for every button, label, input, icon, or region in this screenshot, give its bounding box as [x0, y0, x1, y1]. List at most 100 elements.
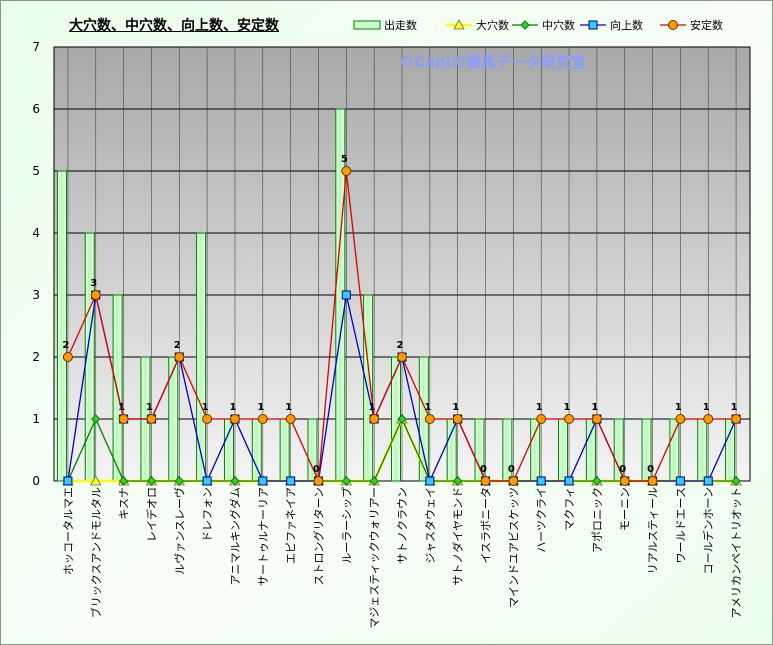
point-diamond	[174, 476, 184, 486]
bar-starts	[279, 418, 290, 482]
point-square	[536, 476, 546, 486]
x-tick-label: アメリカンペイトリオット	[730, 487, 743, 618]
point-diamond	[91, 414, 101, 424]
bar-starts	[251, 418, 262, 482]
x-tick-label: アニマルキングダム	[228, 487, 242, 585]
legend-swatch	[580, 20, 606, 30]
legend-item: 向上数	[579, 15, 643, 35]
y-tick-label: 0	[32, 474, 40, 488]
y-tick-label: 6	[32, 102, 40, 116]
data-label: 2	[62, 340, 69, 351]
data-label: 1	[591, 402, 598, 413]
y-tick-label: 5	[32, 164, 40, 178]
data-label: 1	[118, 402, 125, 413]
point-square	[341, 290, 351, 300]
x-tick-label: マクフィ	[563, 487, 576, 531]
legend-marker	[453, 19, 465, 30]
x-tick-label: ブリックスアンドモルタル	[89, 487, 103, 618]
bar-starts	[558, 418, 569, 482]
point-diamond	[452, 476, 463, 486]
point-diamond	[118, 476, 129, 486]
data-label: 1	[731, 402, 738, 413]
bar-starts	[168, 356, 179, 482]
point-diamond	[592, 476, 602, 486]
legend-item: 中穴数	[511, 15, 575, 35]
legend-marker	[520, 20, 530, 30]
x-tick-label: サートゥルナーリア	[257, 487, 270, 586]
legend-marker	[668, 20, 678, 30]
x-tick-label: キスナ	[118, 487, 131, 520]
point-circle	[424, 414, 435, 424]
x-tick-label: ルーラーシップ	[340, 487, 353, 564]
y-tick-label: 2	[32, 350, 40, 364]
x-tick-label: ドレフォン	[201, 487, 214, 542]
point-circle	[202, 414, 213, 424]
data-label: 1	[369, 402, 376, 413]
data-label: 2	[397, 340, 404, 351]
bar-starts	[725, 418, 736, 482]
point-square	[564, 476, 574, 486]
data-label: 1	[424, 402, 431, 413]
x-tick-label: コールデンホーン	[701, 487, 715, 574]
point-circle	[536, 414, 547, 424]
bar-starts	[669, 418, 680, 482]
data-label: 1	[564, 402, 571, 413]
x-tick-label: リアルスティール	[647, 487, 660, 574]
point-circle	[480, 476, 491, 486]
point-circle	[90, 290, 101, 300]
data-label: 0	[313, 464, 320, 475]
x-tick-label: アポロニック	[591, 487, 604, 553]
legend-swatch	[353, 20, 381, 30]
point-diamond	[230, 476, 240, 486]
x-tick-label: ワールドエース	[674, 487, 687, 563]
data-label: 0	[647, 464, 654, 475]
data-label: 1	[285, 402, 292, 413]
bar-starts	[585, 418, 596, 482]
point-circle	[229, 414, 240, 424]
data-label: 0	[508, 464, 515, 475]
data-label: 1	[202, 402, 209, 413]
point-circle	[174, 352, 185, 362]
y-tick-label: 7	[32, 40, 40, 54]
point-diamond	[731, 476, 741, 486]
bar-starts	[223, 418, 234, 482]
point-circle	[703, 414, 714, 424]
bar-starts	[530, 418, 541, 482]
point-square	[286, 476, 296, 486]
point-square	[202, 476, 212, 486]
legend-swatch	[660, 20, 686, 30]
point-circle	[146, 414, 157, 424]
point-circle	[731, 414, 742, 424]
point-triangle	[90, 475, 102, 486]
y-tick-label: 1	[32, 412, 40, 426]
point-circle	[313, 476, 324, 486]
data-label: 1	[146, 402, 153, 413]
point-diamond	[146, 476, 157, 486]
point-square	[258, 476, 268, 486]
data-label: 2	[174, 340, 181, 351]
data-label: 0	[619, 464, 626, 475]
x-tick-label: ジャスタウェイ	[424, 487, 437, 563]
point-diamond	[369, 476, 379, 486]
point-circle	[564, 414, 575, 424]
bar-starts	[56, 170, 67, 482]
point-diamond	[341, 476, 352, 486]
x-tick-label: サトノクラウン	[396, 487, 409, 564]
chart-title: 大穴数、中穴数、向上数、安定数	[69, 18, 279, 34]
data-label: 0	[480, 464, 487, 475]
legend-marker	[588, 20, 598, 30]
point-circle	[508, 476, 519, 486]
data-label: 1	[536, 402, 543, 413]
legend-swatch	[446, 19, 472, 30]
point-circle	[369, 414, 380, 424]
point-circle	[341, 166, 352, 176]
data-label: 1	[452, 402, 459, 413]
point-square	[63, 476, 73, 486]
legend-swatch	[512, 20, 538, 30]
point-circle	[619, 476, 630, 486]
point-circle	[397, 352, 407, 362]
bar-starts	[112, 294, 123, 482]
legend-item: 出走数	[353, 15, 417, 35]
